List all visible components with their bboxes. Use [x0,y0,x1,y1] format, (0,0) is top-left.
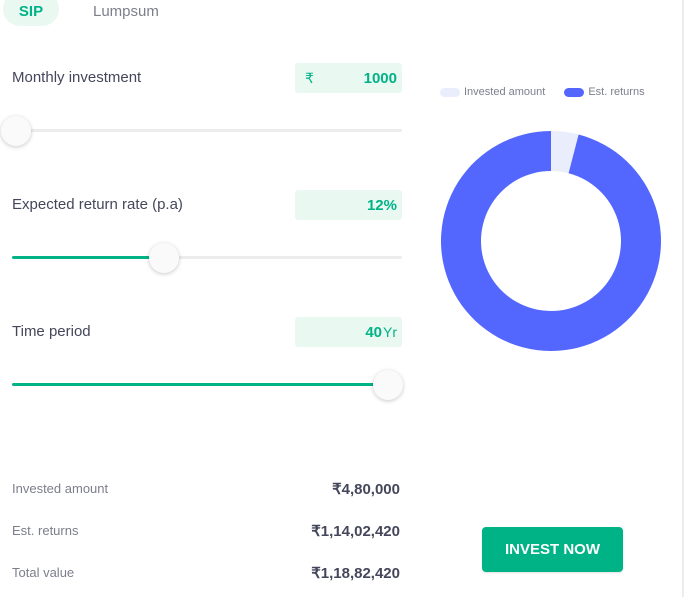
slider-thumb[interactable] [373,370,404,400]
slider-fill [12,256,165,259]
slider-thumb[interactable] [149,243,180,273]
legend-returns: Est. returns [564,86,645,98]
chart-legend: Invested amount Est. returns [440,86,664,98]
time-period-unit: Yr [383,324,397,340]
tab-sip[interactable]: SIP [3,0,59,26]
est-returns-value: ₹1,14,02,420 [311,523,400,540]
invest-now-button[interactable]: INVEST NOW [482,527,623,572]
legend-invested: Invested amount [440,86,545,98]
monthly-investment-slider[interactable] [0,116,402,146]
time-period-value: 40 [365,323,382,341]
legend-swatch-returns [564,87,585,97]
legend-returns-label: Est. returns [588,86,645,98]
return-rate-slider[interactable] [12,243,402,273]
total-value-label: Total value [12,565,75,580]
donut-chart [441,131,661,351]
legend-swatch-invested [440,87,460,97]
return-rate-label: Expected return rate (p.a) [12,196,183,213]
total-value-value: ₹1,18,82,420 [311,565,400,582]
slider-thumb[interactable] [0,116,31,146]
time-period-label: Time period [12,323,91,340]
monthly-investment-value: 1000 [363,69,397,87]
return-rate-value: 12% [366,196,397,214]
slider-fill [12,383,389,386]
time-period-input[interactable]: 40 Yr [295,317,402,347]
rupee-symbol: ₹ [305,69,314,86]
legend-invested-label: Invested amount [464,86,546,98]
return-rate-input[interactable]: 12% [295,190,402,220]
monthly-investment-label: Monthly investment [12,69,142,86]
slider-track [12,256,402,259]
donut-slice-invested [551,131,579,174]
time-period-slider[interactable] [12,370,404,400]
panel-border [682,0,684,597]
tab-lumpsum[interactable]: Lumpsum [93,3,159,20]
invested-amount-label: Invested amount [12,481,109,496]
est-returns-label: Est. returns [12,523,79,538]
slider-track [12,129,402,132]
donut-slice-returns [441,131,661,351]
invested-amount-value: ₹4,80,000 [332,481,400,498]
monthly-investment-input[interactable]: ₹ 1000 [295,63,402,93]
